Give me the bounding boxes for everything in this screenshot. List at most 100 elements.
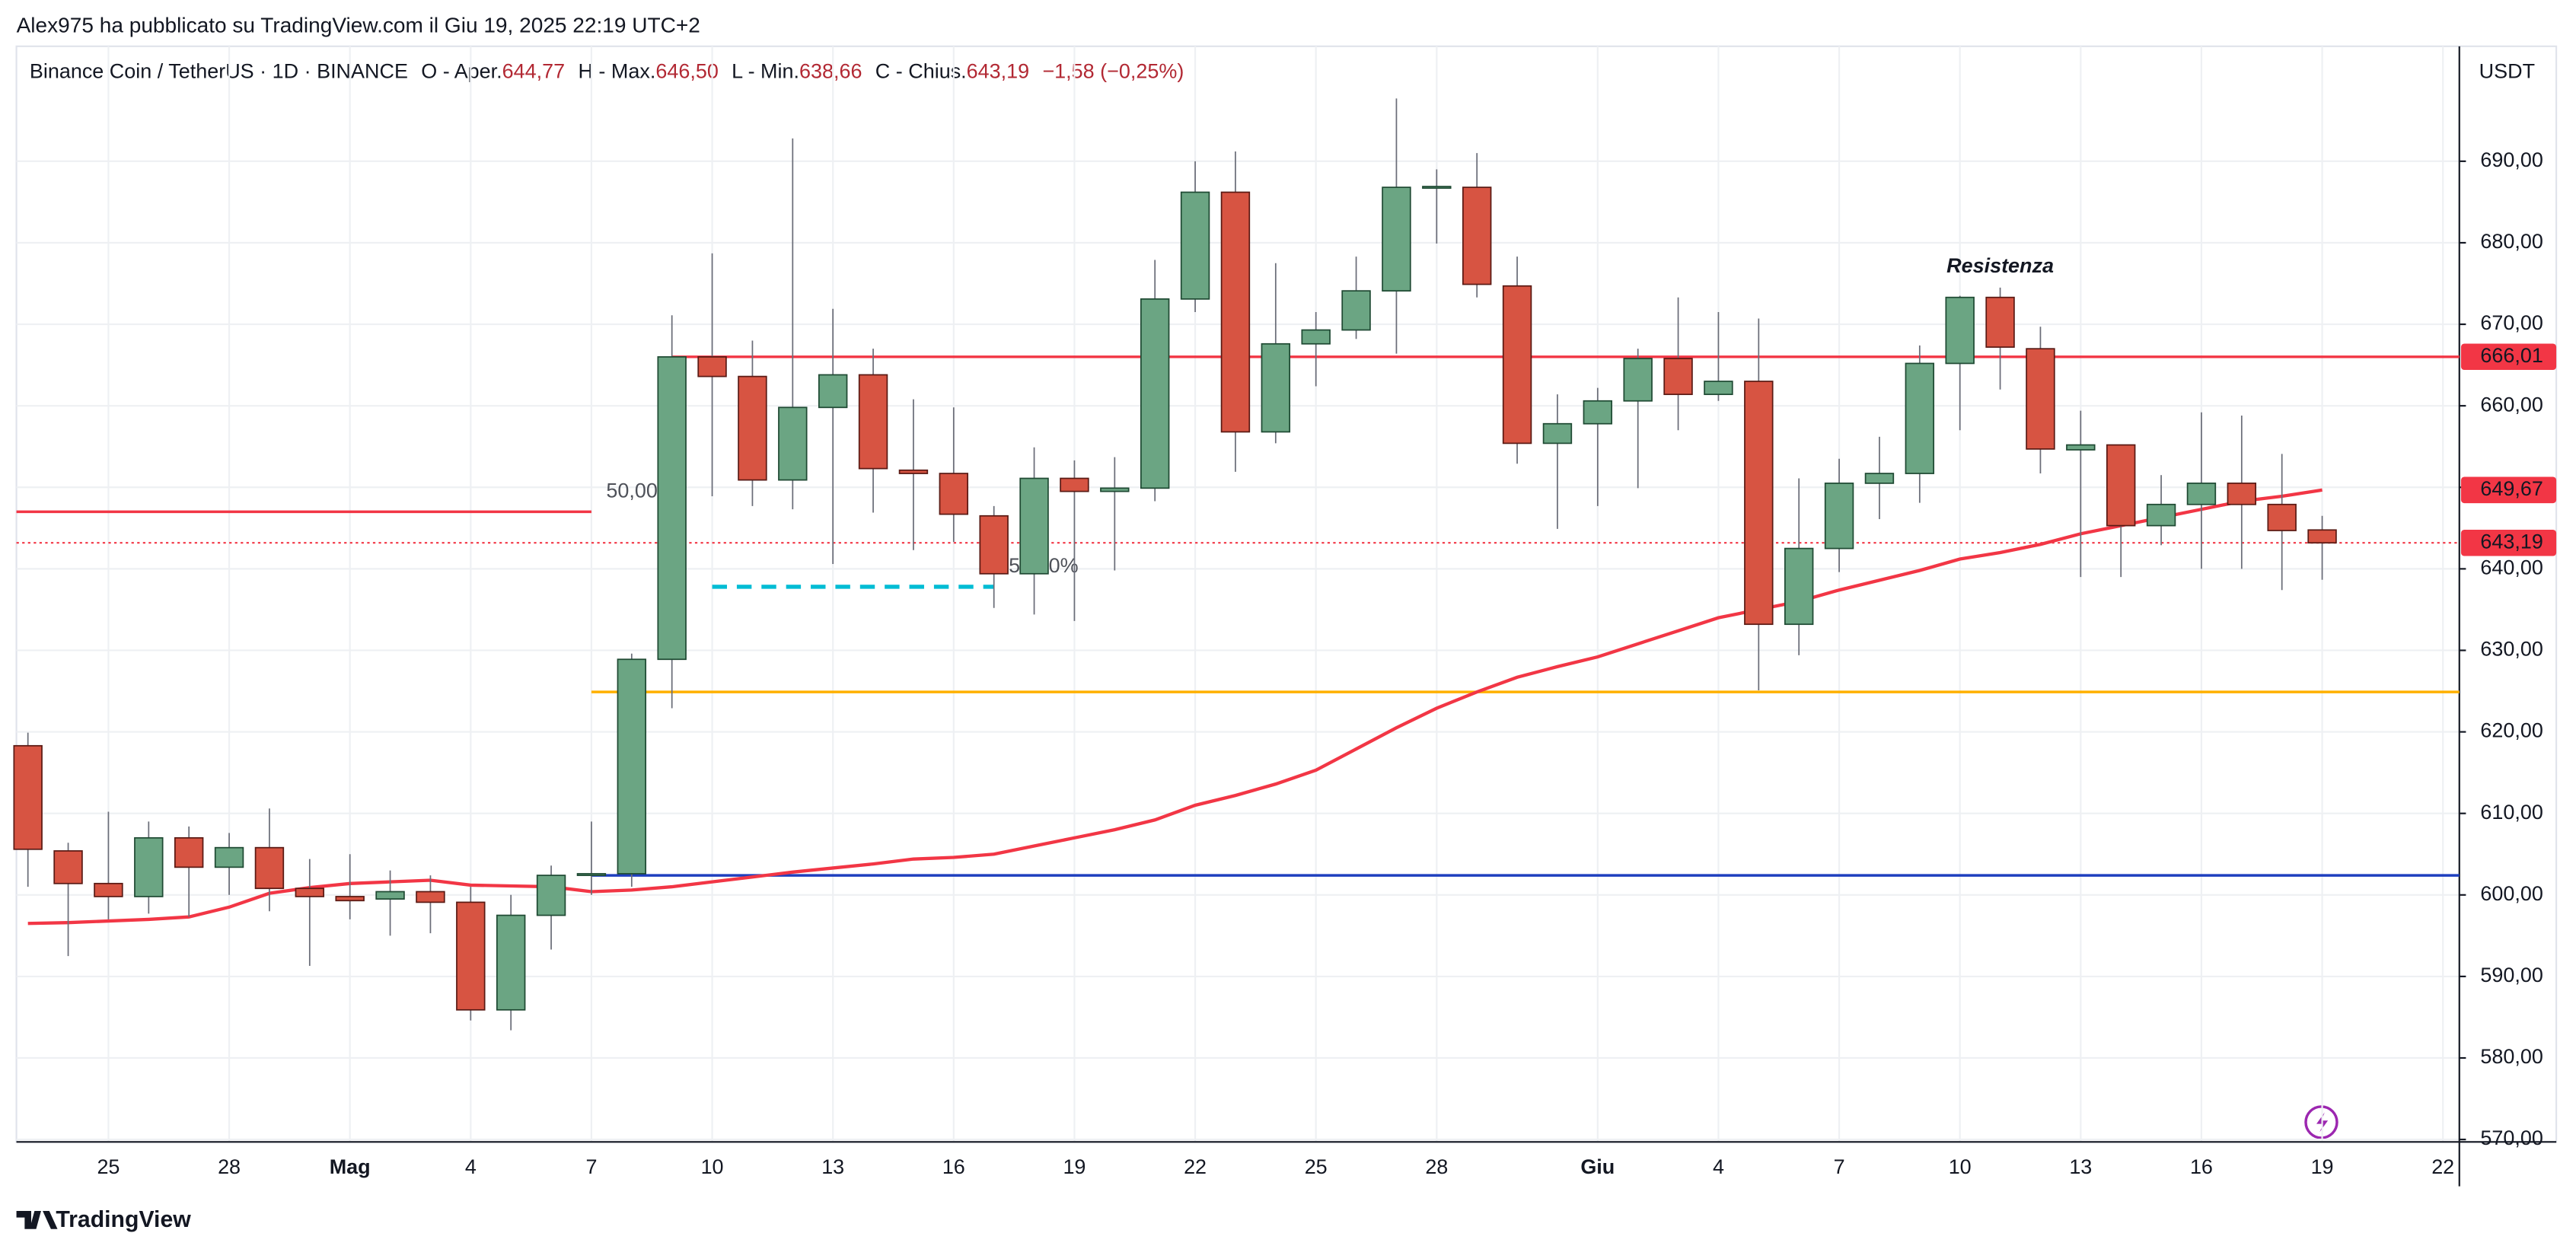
candle [2066,410,2096,578]
candle-body [2146,503,2176,527]
legend: Binance Coin / TetherUS · 1D · BINANCE O … [30,59,1184,82]
price-tag-label: 643,19 [2480,530,2543,553]
candle [134,821,164,914]
candle-body [1422,186,1452,190]
currency: USDT [2479,59,2535,82]
candle [1502,256,1532,464]
candle [1019,447,1049,615]
candle-body [1341,290,1371,331]
annotation: Resistenza [1946,254,2054,277]
x-tick-label: 13 [821,1155,844,1178]
candle-body [1100,487,1130,492]
candle [1824,458,1854,572]
candle [1784,478,1814,655]
candle-body [416,891,445,903]
candle [1341,256,1371,339]
candle-body [1985,296,2015,348]
y-tick-label: 660,00 [2480,393,2543,416]
price-tag [2460,476,2557,504]
x-tick-label: Giu [1580,1155,1615,1178]
candle [1100,457,1130,571]
candle-body [1502,285,1532,444]
ohlc-label: C - Chius. [875,59,967,82]
candle-body [1301,329,1331,345]
moving-average [27,488,2323,926]
candle [1261,263,1291,444]
y-tick-label: 670,00 [2480,311,2543,334]
x-tick-label: 4 [1713,1155,1724,1178]
candle [778,138,808,510]
candle-body [778,406,808,481]
candle-body [335,896,365,902]
y-tick-label: 610,00 [2480,801,2543,824]
candle-body [657,356,687,661]
candle-body [94,882,123,897]
price-tag [2460,343,2557,371]
candle-body [1261,343,1291,433]
candle-body [1864,473,1895,484]
candle-body [13,744,43,850]
y-tick-label: 580,00 [2480,1045,2543,1068]
candle-body [2106,444,2136,527]
candle-body [456,901,486,1011]
candle [536,865,566,950]
candle [1744,318,1774,690]
ohlc-value: 643,19 [967,59,1029,82]
candle-body [1784,547,1814,626]
candle [53,843,83,957]
candle [576,821,607,895]
candle [1905,345,1935,503]
candle [979,505,1009,608]
x-tick-label: 19 [1063,1155,1086,1178]
x-tick-label: 28 [218,1155,241,1178]
candle [1180,161,1210,312]
ohlc-label: H - Max. [578,59,655,82]
candle-body [697,356,727,378]
candle [1945,295,1975,431]
candle [818,308,848,564]
candle-body [496,914,526,1011]
candle-body [174,836,204,868]
candle [2186,412,2217,569]
price-tag-label: 666,01 [2480,344,2543,367]
x-tick-label: Mag [330,1155,371,1178]
brand-name: TradingView [56,1207,191,1232]
x-tick-label: 10 [701,1155,724,1178]
candle-body [858,374,888,470]
candle-body [1744,381,1774,626]
candle [1220,151,1251,472]
candle-body [818,374,848,409]
y-tick-label: 590,00 [2480,964,2543,986]
candle-body [979,515,1009,575]
change: −1,58 (−0,25%) [1042,59,1184,82]
candle [2026,327,2055,474]
candle-body [2186,483,2217,505]
candle-body [1824,483,1854,550]
candle-body [1905,362,1935,474]
y-tick-label: 690,00 [2480,148,2543,171]
candle-body [1542,422,1573,444]
candle [1864,436,1895,520]
candle [94,811,123,919]
candle [1704,311,1733,401]
x-tick-label: 16 [942,1155,965,1178]
y-tick-label: 600,00 [2480,882,2543,905]
price-tag [2460,529,2557,556]
frame [15,45,2558,1143]
candle-body [898,469,929,474]
x-tick-label: 19 [2311,1155,2334,1178]
candle [1985,287,2015,390]
x-tick-label: 7 [585,1155,597,1178]
ohlc-value: 644,77 [502,59,566,82]
x-tick-label: 13 [2069,1155,2092,1178]
candle-body [1019,477,1049,575]
candle [738,340,767,506]
candle [254,808,285,912]
candle-body [295,887,325,897]
candle-body [2066,444,2096,451]
candle [2307,515,2337,580]
candle-body [1945,296,1975,365]
price-tag-label: 649,67 [2480,477,2543,500]
candle-body [1462,186,1492,285]
